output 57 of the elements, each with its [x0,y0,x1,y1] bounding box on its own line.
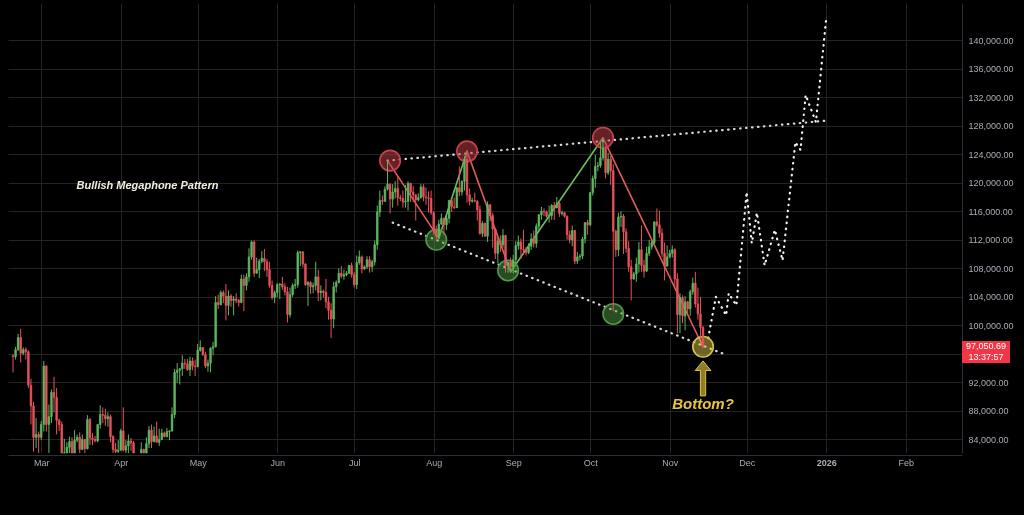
candlestick [63,438,66,454]
x-tick-label: Jul [348,457,361,468]
x-tick-label: Jun [270,457,285,468]
candlestick [193,359,197,377]
candlestick [155,421,158,443]
candlestick [232,295,235,316]
annotation: Bottom? [672,395,734,413]
candlestick [93,435,97,443]
candlestick [314,261,317,291]
candlestick [404,184,407,209]
y-tick-label: 136,000.00 [968,64,1014,75]
x-tick-label: May [189,457,208,468]
y-tick-label: 92,000.00 [968,377,1009,388]
candlestick [391,183,394,209]
y-tick-label: 128,000.00 [968,121,1014,132]
y-tick-label: 84,000.00 [968,434,1009,445]
x-tick-label: Apr [114,457,129,468]
candlestick [181,354,184,377]
candlestick [209,346,212,373]
point [379,149,402,172]
candlestick [11,353,15,373]
candlestick [622,213,625,255]
candlestick [463,155,466,192]
candlestick [286,286,289,323]
x-tick-label: Aug [426,457,443,468]
point [692,335,715,358]
candlestick [150,423,153,449]
y-tick-label: 116,000.00 [968,206,1013,217]
y-tick-label: 104,000.00 [968,292,1014,303]
y-tick-label: 88,000.00 [968,406,1009,417]
y-tick-label: 124,000.00 [968,149,1014,160]
x-tick-label: Sep [505,457,522,468]
x-tick-label: Mar [33,457,50,468]
candlestick [681,294,684,324]
candlestick [427,190,430,214]
text: 97,050.69 [965,341,1007,352]
annotation: Bullish Megaphone Pattern [76,179,219,191]
y-tick-label: 140,000.00 [968,35,1014,46]
y-tick-label: 100,000.00 [968,320,1014,331]
x-tick-label: Nov [662,457,679,468]
candlestick [122,406,125,453]
candlestick [65,441,69,454]
point [602,302,625,325]
candlestick [565,215,569,241]
candlestick [599,141,602,169]
y-tick-label: 108,000.00 [968,263,1014,274]
point [456,140,479,163]
text: 13:37:57 [968,352,1004,363]
x-tick-label: Oct [583,457,599,468]
x-tick-label: 2026 [816,457,837,468]
x-tick-label: Dec [739,457,756,468]
y-tick-label: 132,000.00 [968,92,1014,103]
x-tick-label: Feb [898,457,914,468]
candlestick [127,433,130,454]
y-tick-label: 112,000.00 [968,235,1013,246]
y-tick-label: 120,000.00 [968,178,1014,189]
candlestick [37,431,40,454]
